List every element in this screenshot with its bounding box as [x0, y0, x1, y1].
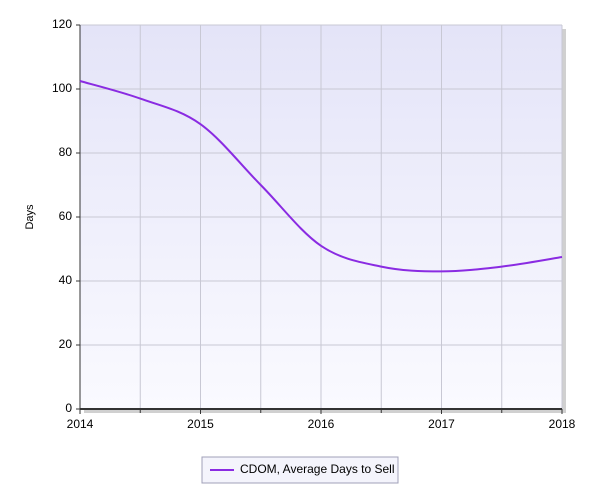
legend: CDOM, Average Days to Sell [201, 456, 399, 484]
legend-label: CDOM, Average Days to Sell [240, 462, 395, 476]
y-tick-label: 60 [59, 209, 73, 223]
x-tick-label: 2017 [428, 417, 455, 431]
y-tick-label: 40 [59, 273, 73, 287]
line-series [79, 80, 563, 273]
x-tick-label: 2015 [187, 417, 214, 431]
y-axis-label: Days [24, 204, 36, 230]
x-tick-label: 2016 [308, 417, 335, 431]
y-tick-label: 120 [52, 17, 72, 31]
y-tick-label: 20 [59, 337, 73, 351]
y-tick-label: 100 [52, 81, 72, 95]
legend-box [201, 456, 399, 484]
y-tick-label: 80 [59, 145, 73, 159]
x-tick-label: 2018 [549, 417, 576, 431]
x-tick-label: 2014 [67, 417, 94, 431]
y-tick-label: 0 [65, 401, 72, 415]
